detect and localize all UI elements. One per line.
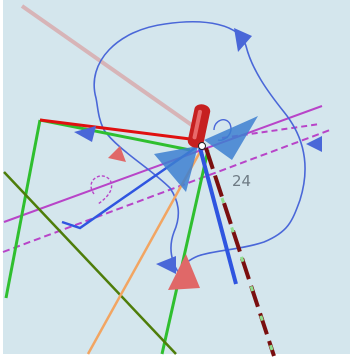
- scribble-mark-left: [90, 175, 113, 205]
- heading-line: [39, 118, 199, 142]
- target-vectors: [61, 144, 238, 285]
- green-route-top: [39, 118, 191, 152]
- own-vessel-symbol[interactable]: [154, 103, 258, 192]
- bearing-line: [20, 4, 198, 130]
- sensor-cone-left: [154, 146, 198, 192]
- olive-route-line: [3, 171, 177, 355]
- vessel-hull-highlight: [192, 109, 202, 140]
- red-marker-large: [168, 254, 200, 290]
- zone-arrow-left: [74, 126, 96, 142]
- green-route-lines: [4, 118, 210, 355]
- target-vector-left: [61, 144, 199, 230]
- boundary-line-dashed-short: [221, 123, 321, 139]
- depth-sounding-label: 24: [232, 172, 251, 190]
- zone-arrow-bottom: [156, 256, 176, 274]
- target-vector-short: [198, 145, 212, 187]
- guard-zone-outline[interactable]: [93, 21, 306, 274]
- predicted-course-line: [204, 147, 276, 357]
- zone-arrow-right: [306, 136, 322, 152]
- green-route-left: [4, 119, 42, 299]
- green-route-center: [160, 149, 210, 355]
- vessel-position-dot: [198, 142, 206, 150]
- boundary-line-dashed: [2, 129, 331, 253]
- red-marker-small: [108, 146, 126, 162]
- zone-arrow-top-right: [234, 28, 252, 52]
- guard-zone-arrows: [74, 28, 322, 274]
- sensor-cone-right: [204, 116, 258, 160]
